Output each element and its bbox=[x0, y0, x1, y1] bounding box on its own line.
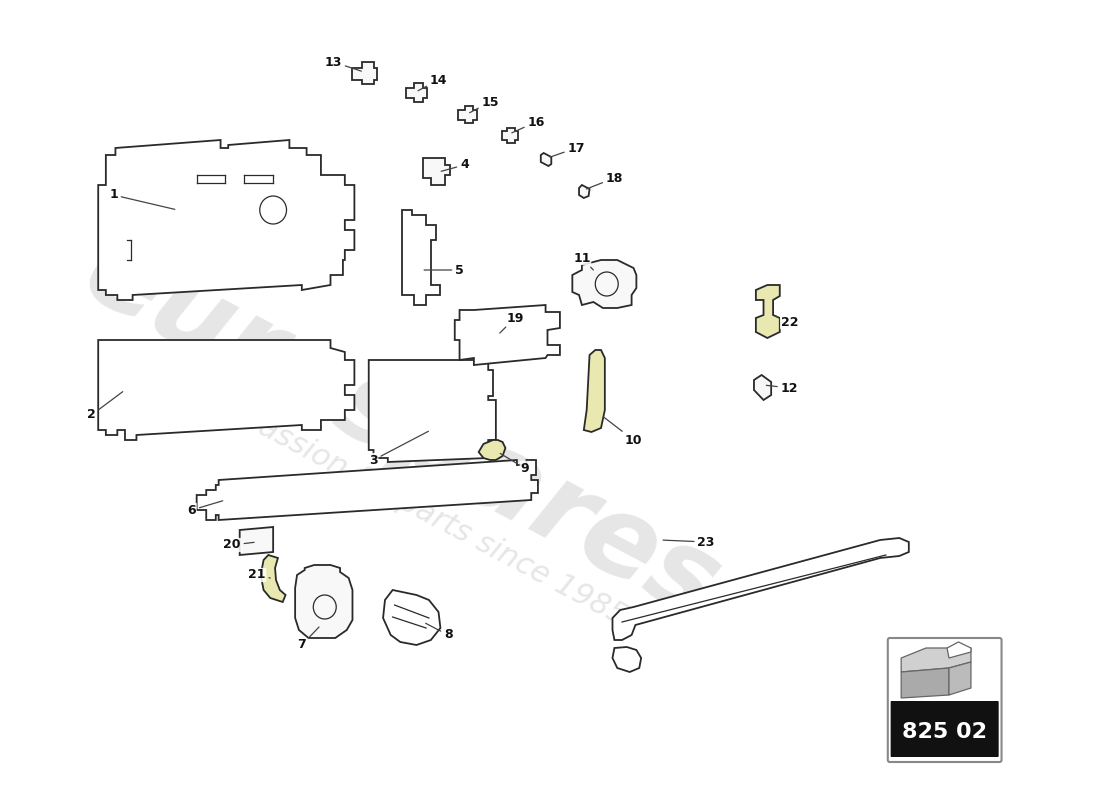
Polygon shape bbox=[197, 460, 538, 520]
Text: 20: 20 bbox=[223, 538, 254, 551]
Polygon shape bbox=[613, 538, 909, 640]
Text: 22: 22 bbox=[776, 315, 799, 329]
Text: 8: 8 bbox=[426, 623, 452, 642]
Text: 18: 18 bbox=[586, 171, 623, 189]
Polygon shape bbox=[949, 662, 971, 695]
Text: 23: 23 bbox=[663, 535, 715, 549]
Text: 6: 6 bbox=[188, 501, 222, 517]
Polygon shape bbox=[424, 158, 450, 185]
Text: 3: 3 bbox=[370, 431, 428, 466]
Polygon shape bbox=[403, 210, 440, 305]
Polygon shape bbox=[98, 340, 354, 440]
Polygon shape bbox=[458, 106, 476, 123]
Text: 21: 21 bbox=[249, 569, 271, 582]
Text: 1: 1 bbox=[109, 189, 175, 210]
Polygon shape bbox=[572, 260, 637, 308]
Polygon shape bbox=[98, 140, 354, 300]
Text: 825 02: 825 02 bbox=[902, 722, 987, 742]
Polygon shape bbox=[240, 527, 273, 555]
Polygon shape bbox=[901, 648, 971, 672]
Polygon shape bbox=[295, 565, 352, 638]
Polygon shape bbox=[613, 647, 641, 672]
Text: 13: 13 bbox=[324, 55, 361, 71]
Text: 10: 10 bbox=[603, 417, 642, 446]
Polygon shape bbox=[406, 83, 427, 102]
Polygon shape bbox=[947, 642, 971, 658]
Polygon shape bbox=[502, 128, 518, 143]
Polygon shape bbox=[478, 440, 505, 460]
Polygon shape bbox=[579, 185, 590, 198]
Text: 17: 17 bbox=[550, 142, 585, 157]
Text: 7: 7 bbox=[297, 627, 319, 651]
Polygon shape bbox=[756, 285, 780, 338]
FancyBboxPatch shape bbox=[891, 701, 999, 757]
Text: 11: 11 bbox=[573, 251, 593, 270]
Text: 9: 9 bbox=[500, 454, 529, 474]
Polygon shape bbox=[901, 668, 949, 698]
Text: 15: 15 bbox=[470, 95, 499, 113]
Polygon shape bbox=[754, 375, 771, 400]
Text: eurospares: eurospares bbox=[67, 218, 737, 642]
Text: 19: 19 bbox=[499, 311, 524, 333]
Text: 16: 16 bbox=[512, 115, 544, 133]
Polygon shape bbox=[352, 62, 377, 84]
Text: a passion for parts since 1985: a passion for parts since 1985 bbox=[211, 389, 631, 631]
Text: 14: 14 bbox=[418, 74, 448, 90]
Text: 2: 2 bbox=[87, 392, 123, 422]
Polygon shape bbox=[261, 555, 286, 602]
Text: 5: 5 bbox=[425, 263, 464, 277]
Text: 4: 4 bbox=[441, 158, 469, 171]
Polygon shape bbox=[454, 305, 560, 365]
Polygon shape bbox=[368, 360, 496, 462]
Polygon shape bbox=[584, 350, 605, 432]
Text: 12: 12 bbox=[767, 382, 799, 394]
FancyBboxPatch shape bbox=[888, 638, 1001, 762]
Polygon shape bbox=[541, 153, 551, 166]
Polygon shape bbox=[383, 590, 440, 645]
